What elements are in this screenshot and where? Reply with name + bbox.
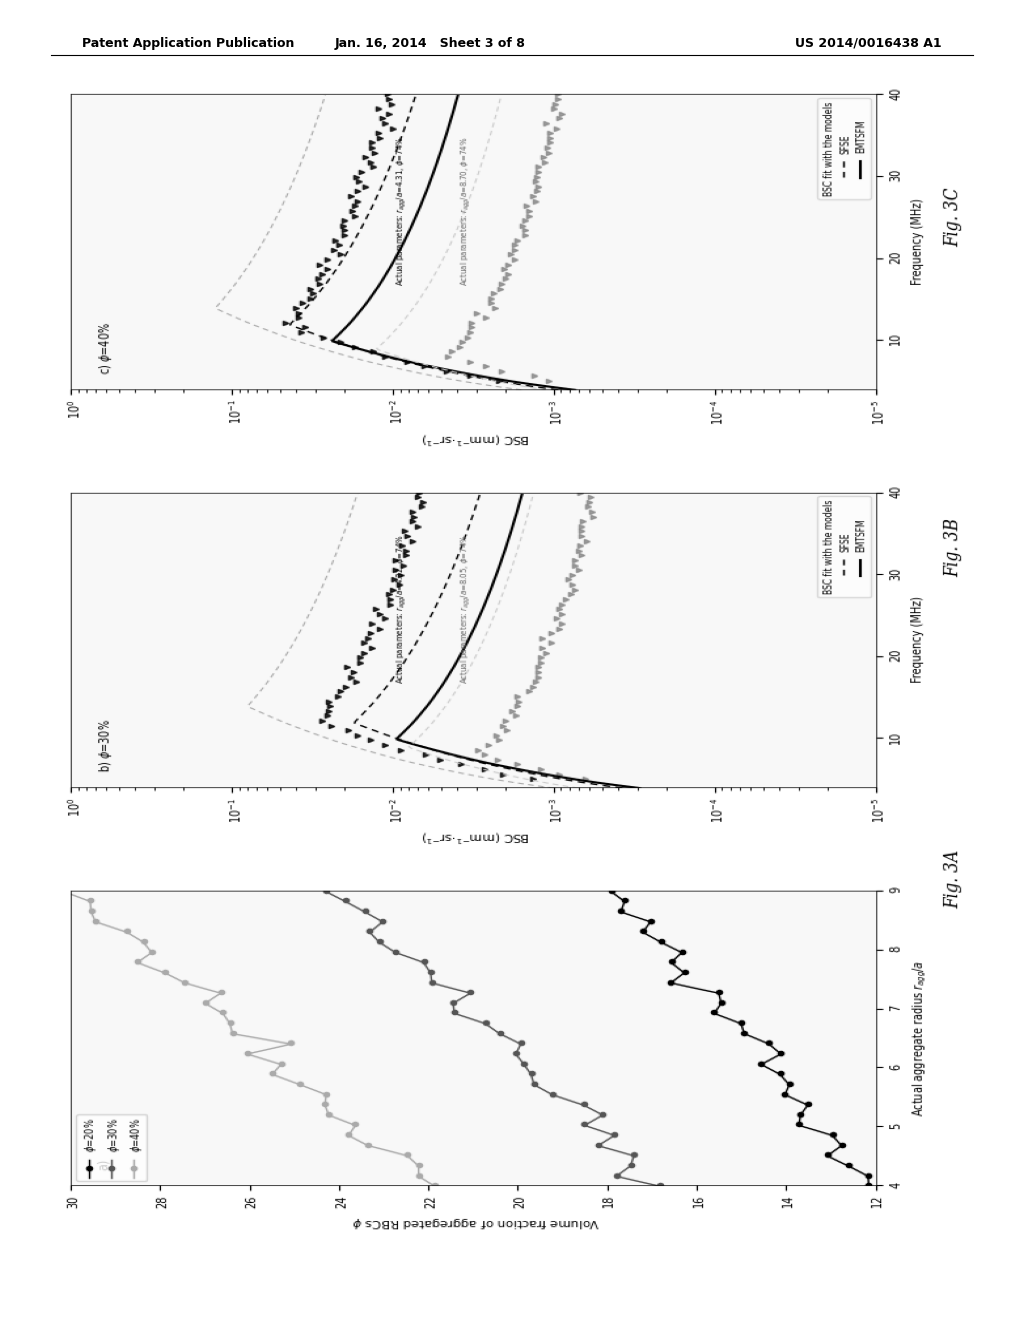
Text: Jan. 16, 2014   Sheet 3 of 8: Jan. 16, 2014 Sheet 3 of 8 bbox=[335, 37, 525, 50]
Text: US 2014/0016438 A1: US 2014/0016438 A1 bbox=[796, 37, 942, 50]
Text: Patent Application Publication: Patent Application Publication bbox=[82, 37, 294, 50]
